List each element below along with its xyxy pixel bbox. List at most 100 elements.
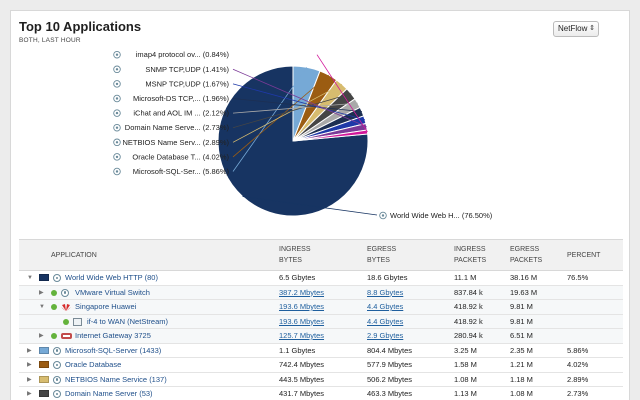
collapse-arrow-icon[interactable]: ▼ (27, 275, 33, 281)
col-ingress-bytes[interactable]: INGRESS BYTES (279, 246, 311, 264)
row-egress-bytes[interactable]: 8.8 Gbytes (367, 287, 404, 297)
row-ingress-packets: 1.13 M (454, 389, 477, 398)
pie-label-8: MSNP TCP,UDP (1.67%) (113, 79, 229, 88)
table-row[interactable]: ▶ Internet Gateway 3725 125.7 Mbytes 2.9 Gb… (19, 329, 623, 344)
status-up-icon (63, 318, 69, 325)
table-row[interactable]: ▶ Oracle Database 742.4 Mbytes 577.9 Mbytes… (19, 358, 623, 373)
col-egress-packets[interactable]: EGRESS PACKETS (510, 246, 543, 264)
row-ingress-bytes: 443.5 Mbytes (279, 374, 325, 384)
application-icon (53, 346, 61, 355)
pie-label-4: NETBIOS Name Serv... (2.89%) (113, 138, 229, 147)
pie-label-10: imap4 protocol ov... (0.84%) (113, 50, 230, 59)
table-row[interactable]: ▶ NETBIOS Name Service (137) 443.5 Mbytes 5… (19, 373, 623, 387)
color-swatch-icon (39, 375, 49, 383)
application-icon (53, 361, 61, 369)
expand-arrow-icon[interactable]: ▶ (27, 347, 32, 354)
collapse-arrow-icon[interactable]: ▼ (39, 304, 45, 310)
table-row[interactable]: ▼ Singapore Huawei 193.6 Mbytes 4.4 Gbytes 4… (19, 300, 623, 315)
application-icon (53, 274, 61, 282)
pie-label-text-10: imap4 protocol ov... (0.84%) (136, 50, 230, 59)
col-ingress-packets[interactable]: INGRESS PACKETS (454, 246, 487, 264)
row-ingress-bytes[interactable]: 193.6 Mbytes (279, 302, 325, 311)
expand-arrow-icon[interactable]: ▶ (39, 333, 44, 339)
color-swatch-icon (39, 361, 49, 368)
pie-leader-line-2 (232, 67, 308, 172)
row-percent: 76.5% (567, 273, 589, 282)
applications-table: APPLICATION INGRESS BYTES EGRESS BYTES ING… (19, 239, 623, 400)
row-application-name[interactable]: Microsoft-SQL-Server (1433) (65, 345, 162, 355)
pie-leader-line-6 (232, 102, 358, 114)
color-swatch-icon (39, 346, 49, 354)
row-ingress-bytes: 431.7 Mbytes (279, 389, 325, 398)
table-row[interactable]: ▶ VMware Virtual Switch 387.2 Mbytes 8.8 Gb… (19, 285, 623, 300)
status-up-icon (51, 304, 57, 310)
row-percent: 5.86% (567, 345, 589, 355)
col-egress-bytes[interactable]: EGRESS BYTES (367, 246, 397, 264)
row-ingress-packets: 11.1 M (454, 273, 477, 282)
expand-arrow-icon[interactable]: ▶ (39, 289, 44, 296)
pie-label-text-8: MSNP TCP,UDP (1.67%) (145, 79, 229, 88)
row-egress-packets: 1.08 M (510, 389, 533, 398)
row-ingress-bytes[interactable]: 193.6 Mbytes (279, 316, 325, 326)
pie-leader-line-8 (232, 83, 366, 121)
pie-leader-line-5 (232, 93, 352, 129)
interface-icon (73, 317, 82, 326)
color-swatch-icon (39, 390, 49, 397)
table-row[interactable]: ▶ Domain Name Server (53) 431.7 Mbytes 463.… (19, 387, 623, 400)
pie-label-2: Microsoft-SQL-Ser... (5.86%) (113, 167, 230, 176)
pie-leader-line-7 (232, 98, 363, 112)
row-egress-bytes[interactable]: 4.4 Gbytes (367, 316, 404, 326)
row-egress-bytes: 577.9 Mbytes (367, 360, 413, 369)
row-application-name[interactable]: Internet Gateway 3725 (75, 331, 151, 340)
table-row[interactable]: ▼ World Wide Web HTTP (80) 6.5 Gbytes 18.6 … (19, 271, 623, 286)
row-ingress-bytes[interactable]: 387.2 Mbytes (279, 287, 325, 297)
router-icon (61, 333, 72, 339)
table-row[interactable]: if-4 to WAN (NetStream) 193.6 Mbytes 4.4 G… (19, 314, 623, 329)
row-application-name[interactable]: Singapore Huawei (75, 302, 137, 311)
row-ingress-packets: 418.92 k (454, 302, 483, 311)
row-ingress-bytes: 6.5 Gbytes (279, 273, 316, 282)
pie-label-6: iChat and AOL IM ... (2.12%) (113, 109, 229, 118)
pie-label-text-2: Microsoft-SQL-Ser... (5.86%) (133, 167, 230, 176)
pie-label-7: Microsoft-DS TCP,... (1.96%) (113, 94, 230, 103)
pie-label-text-5: Domain Name Serve... (2.73%) (125, 123, 230, 132)
panel-subtitle: BOTH, LAST HOUR (19, 37, 81, 44)
top-applications-panel: Top 10 Applications BOTH, LAST HOUR NetF… (10, 10, 630, 400)
row-ingress-bytes: 1.1 Gbytes (279, 345, 316, 355)
application-icon (53, 390, 61, 398)
col-percent[interactable]: PERCENT (567, 252, 601, 259)
panel-title: Top 10 Applications (19, 19, 142, 34)
row-application-name[interactable]: World Wide Web HTTP (80) (65, 273, 158, 282)
flow-source-value: NetFlow (558, 24, 588, 33)
pie-leader-line-3 (232, 74, 329, 158)
row-application-name[interactable]: NETBIOS Name Service (137) (65, 374, 167, 384)
row-application-name[interactable]: VMware Virtual Switch (75, 287, 150, 297)
row-ingress-packets: 418.92 k (454, 316, 483, 326)
row-application-name[interactable]: Oracle Database (65, 360, 122, 369)
expand-arrow-icon[interactable]: ▶ (27, 376, 32, 383)
row-application-name[interactable]: Domain Name Server (53) (65, 389, 153, 398)
pie-leader-line-4 (232, 83, 343, 143)
row-egress-packets: 1.21 M (510, 360, 533, 369)
row-application-name[interactable]: if-4 to WAN (NetStream) (87, 316, 168, 326)
row-percent: 2.89% (567, 374, 589, 384)
flow-source-select[interactable]: NetFlow ⇕ (553, 21, 599, 37)
pie-label-text-6: iChat and AOL IM ... (2.12%) (133, 109, 229, 118)
row-egress-bytes[interactable]: 2.9 Gbytes (367, 331, 404, 340)
row-ingress-packets: 3.25 M (454, 345, 477, 355)
pie-label-text-4: NETBIOS Name Serv... (2.89%) (122, 138, 229, 147)
row-ingress-bytes: 742.4 Mbytes (279, 360, 325, 369)
pie-label-3: Oracle Database T... (4.02%) (113, 152, 229, 161)
row-egress-packets: 38.16 M (510, 273, 538, 282)
row-ingress-packets: 1.08 M (454, 374, 477, 384)
pie-label-text-1: World Wide Web H... (76.50%) (390, 211, 493, 220)
expand-arrow-icon[interactable]: ▶ (27, 362, 32, 368)
status-up-icon (51, 333, 57, 339)
col-application[interactable]: APPLICATION (51, 252, 97, 259)
table-row[interactable]: ▶ Microsoft-SQL-Server (1433) 1.1 Gbytes 80… (19, 344, 623, 358)
row-egress-bytes[interactable]: 4.4 Gbytes (367, 302, 404, 311)
row-percent: 4.02% (567, 360, 589, 369)
row-ingress-bytes[interactable]: 125.7 Mbytes (279, 331, 325, 340)
pie-leader-line-10 (316, 54, 368, 133)
expand-arrow-icon[interactable]: ▶ (27, 391, 32, 397)
